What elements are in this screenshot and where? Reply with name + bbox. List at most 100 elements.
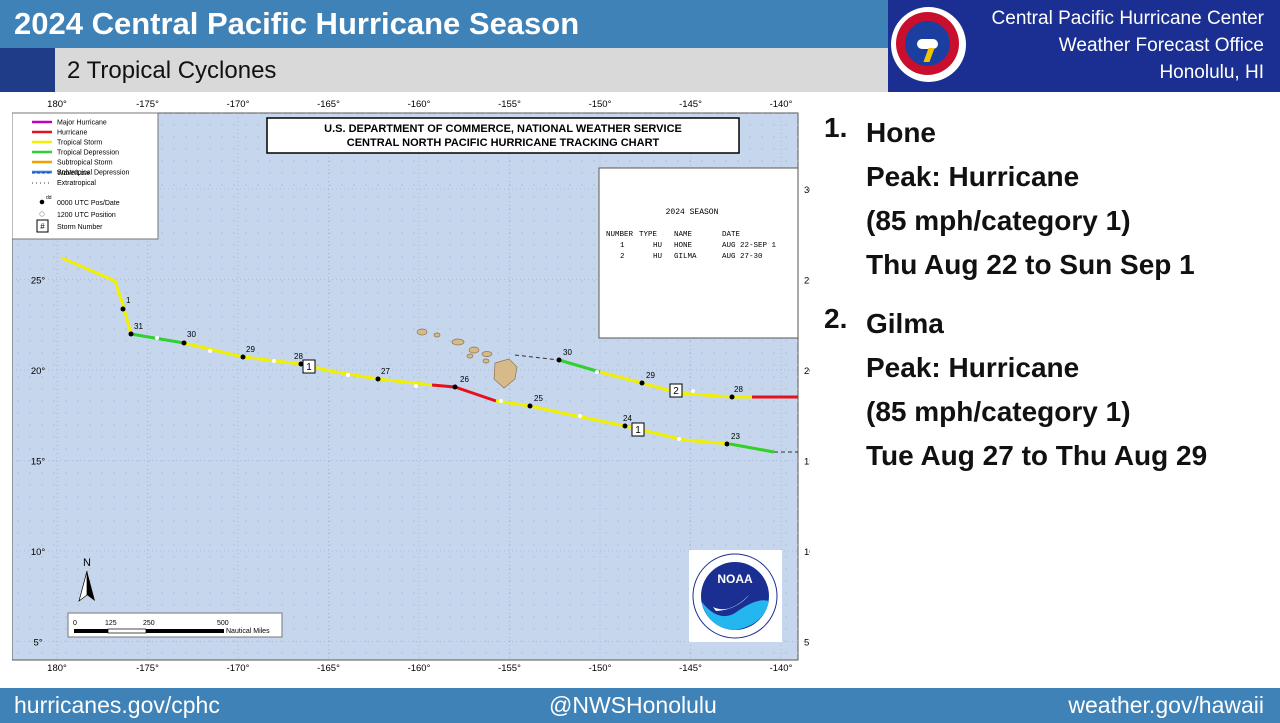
- chart-title-line-2: CENTRAL NORTH PACIFIC HURRICANE TRACKING…: [347, 137, 660, 149]
- noaa-logo-text: NOAA: [717, 572, 753, 586]
- gilma-date-1: 29: [646, 371, 655, 380]
- legend-1200-utc: 1200 UTC Position: [57, 212, 116, 219]
- storm-number-box-hone: 1: [302, 359, 316, 374]
- map-legend: Major Hurricane Hurricane Tropical Storm Tr…: [12, 112, 159, 240]
- gilma-position-0: [556, 357, 562, 363]
- hone-position-2: [181, 340, 187, 346]
- north-arrow: N: [78, 557, 95, 602]
- legend-label-0: Major Hurricane: [57, 120, 107, 127]
- season-cell-0-1: HU: [653, 242, 662, 250]
- legend-dd-symbol: dd: [46, 195, 52, 201]
- storm-number-label: 1.: [824, 112, 848, 143]
- hone-date-5: 27: [381, 367, 390, 376]
- storm-name: Gilma: [866, 308, 944, 339]
- utc-1200-marker-1: [208, 349, 212, 353]
- nws-logo-ring: [896, 12, 959, 75]
- season-cell-1-0: 2: [620, 253, 625, 261]
- storm-peak: Peak: Hurricane: [866, 161, 1080, 192]
- lat-label-right-0: 30°: [804, 185, 810, 196]
- gilma-wave-low-segment: [514, 354, 560, 361]
- gilma-position-1: [639, 380, 645, 386]
- legend-0000-utc: 0000 UTC Pos/Date: [57, 200, 120, 207]
- utc-1200-marker-0: [155, 336, 159, 340]
- storm-number-hone-2: 1: [635, 425, 641, 436]
- lon-label-bottom-8: -140°: [770, 663, 793, 674]
- storm-track-positions: [120, 306, 735, 447]
- lon-label-top-3: -165°: [317, 99, 340, 110]
- footer-link-cphc[interactable]: hurricanes.gov/cphc: [14, 692, 220, 718]
- storm-number-hone: 1: [306, 362, 312, 373]
- office-line-2: Weather Forecast Office: [1058, 35, 1264, 56]
- season-cell-0-2: HONE: [674, 242, 693, 250]
- season-cell-1-3: AUG 27-30: [722, 253, 763, 261]
- office-line-1: Central Pacific Hurricane Center: [991, 8, 1264, 29]
- storm-list: 1. Hone Peak: Hurricane (85 mph/category…: [824, 112, 1274, 494]
- tracking-chart-panel: 180° 180° -175° -175° -170° -170° -165° -165° -1…: [12, 95, 810, 678]
- hone-position-0: [120, 306, 126, 312]
- utc-1200-marker-5: [499, 399, 503, 403]
- lon-label-bottom-1: -175°: [136, 663, 159, 674]
- nws-logo: [891, 7, 966, 82]
- lon-label-bottom-2: -170°: [227, 663, 250, 674]
- season-header-3: DATE: [722, 231, 741, 239]
- storm-number-box-hone-2: 1: [631, 422, 645, 437]
- scale-unit: Nautical Miles: [226, 628, 270, 635]
- hone-position-5: [375, 376, 381, 382]
- lat-label-right-2: 20°: [804, 366, 810, 377]
- page-title: 2024 Central Pacific Hurricane Season: [14, 6, 580, 41]
- hone-date-4: 28: [294, 352, 303, 361]
- office-line-3: Honolulu, HI: [1159, 62, 1264, 83]
- season-header-2: NAME: [674, 231, 693, 239]
- hone-position-8: [622, 423, 628, 429]
- gilma-position-2: [729, 394, 735, 400]
- season-header-1: TYPE: [639, 231, 658, 239]
- nws-logo-inner: [905, 21, 950, 66]
- storm-dates: Tue Aug 27 to Thu Aug 29: [866, 440, 1208, 471]
- storm-track-date-labels: 1 31 30 29 28 27 26 25 24 23 30 29 28: [126, 296, 743, 441]
- lon-label-bottom-3: -165°: [317, 663, 340, 674]
- hone-date-9: 23: [731, 432, 740, 441]
- hone-date-7: 25: [534, 394, 543, 403]
- utc-1200-marker-4: [414, 384, 418, 388]
- footer-social-handle[interactable]: @NWSHonolulu: [549, 692, 717, 718]
- lon-label-top-4: -160°: [408, 99, 431, 110]
- lat-label-right-4: 10°: [804, 547, 810, 558]
- hone-position-7: [527, 403, 533, 409]
- hone-date-3: 29: [246, 345, 255, 354]
- hone-position-3: [240, 354, 246, 360]
- season-cell-0-3: AUG 22-SEP 1: [722, 242, 777, 250]
- latitude-labels: 30° 25° 25° 20° 20° 15° 15° 10° 10° 5° 5°: [31, 185, 810, 649]
- lon-label-bottom-0: 180°: [47, 663, 67, 674]
- tracking-chart-map: 180° 180° -175° -175° -170° -170° -165° -165° -1…: [12, 95, 810, 678]
- lon-label-top-7: -145°: [679, 99, 702, 110]
- title-bar: 2024 Central Pacific Hurricane Season: [0, 0, 888, 48]
- lat-label-left-5: 5°: [33, 638, 42, 649]
- legend-label-1: Hurricane: [57, 130, 87, 137]
- lon-label-top-8: -140°: [770, 99, 793, 110]
- season-cell-1-1: HU: [653, 253, 662, 261]
- storm-peak: Peak: Hurricane: [866, 352, 1080, 383]
- footer-link-hawaii[interactable]: weather.gov/hawaii: [1068, 692, 1264, 718]
- lon-label-top-5: -155°: [498, 99, 521, 110]
- hone-position-4: [298, 361, 304, 367]
- legend-hash-symbol: #: [40, 222, 45, 231]
- season-header-0: NUMBER: [606, 231, 634, 239]
- subtitle-accent: [0, 48, 55, 92]
- lat-label-right-1: 25°: [804, 276, 810, 287]
- legend-label-5: Subtropical Depression: [57, 170, 129, 177]
- hone-track-segment-5: [729, 442, 775, 454]
- lat-label-left-2: 20°: [31, 366, 46, 377]
- noaa-logo: NOAA: [689, 550, 782, 642]
- hone-date-1: 31: [134, 322, 143, 331]
- legend-storm-number: Storm Number: [57, 224, 103, 231]
- scale-bar: 0 125 250 500 Nautical Miles: [67, 612, 283, 638]
- graticule: [12, 113, 798, 660]
- storm-entry-gilma: 2. Gilma Peak: Hurricane (85 mph/categor…: [824, 303, 1274, 479]
- office-header: Central Pacific Hurricane Center Weather…: [888, 0, 1280, 92]
- storm-number-box-gilma: 2: [669, 383, 683, 398]
- legend-label-3: Tropical Depression: [57, 150, 119, 157]
- gilma-date-0: 30: [563, 348, 572, 357]
- hone-date-8: 24: [623, 414, 632, 423]
- gilma-date-2: 28: [734, 385, 743, 394]
- lon-label-bottom-6: -150°: [589, 663, 612, 674]
